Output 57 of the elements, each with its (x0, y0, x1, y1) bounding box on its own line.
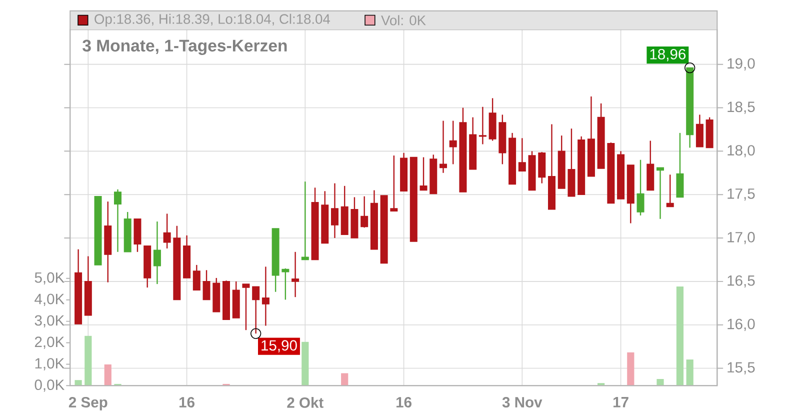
annotation: 18,96 (650, 48, 686, 62)
bar (686, 359, 694, 386)
text: Op:18.36, Hi:18.39, Lo:18.04, Cl:18.04 (94, 14, 330, 27)
bar (302, 342, 309, 386)
y2-tick-label: 2,0K (34, 336, 64, 349)
annotation: 15,90 (262, 340, 297, 352)
y-tick-label: 18,5 (728, 102, 755, 114)
y-tick-label: 17,5 (728, 188, 755, 201)
x-tick-label: 2 Okt (287, 396, 324, 408)
y-tick-label: 19,0 (728, 58, 755, 70)
candlestick (478, 106, 486, 145)
bar (676, 286, 684, 386)
candlestick (330, 182, 338, 238)
candlestick (666, 174, 674, 208)
y-tick-label: 16,5 (728, 275, 755, 288)
bar (104, 364, 112, 386)
x-tick-label: 2 Sep (68, 396, 108, 410)
candlestick (440, 120, 447, 174)
y2-tick-label: 5,0K (34, 272, 64, 284)
bar (341, 373, 348, 386)
x-tick-label: 16 (396, 396, 412, 408)
candlestick (163, 212, 171, 249)
candlestick (390, 154, 398, 212)
x-tick-label: 17 (613, 396, 628, 408)
x-tick-label: 16 (179, 396, 194, 408)
candlestick (420, 156, 428, 191)
bar (627, 352, 634, 386)
y2-tick-label: 4,0K (34, 294, 64, 306)
candlestick (636, 159, 644, 216)
candlestick (114, 188, 122, 252)
candlestick (153, 220, 161, 285)
candlestick (360, 196, 368, 228)
candlestick (656, 166, 664, 220)
y-tick-label: 18,0 (728, 144, 755, 158)
candlestick (192, 264, 200, 291)
candlestick (518, 137, 526, 172)
candlestick (242, 283, 250, 331)
candlestick (282, 268, 290, 300)
text: Vol: 0K (381, 15, 426, 26)
x-tick-label: 3 Nov (502, 396, 542, 408)
candlestick (449, 120, 457, 165)
candlestick (202, 269, 210, 300)
bar (74, 380, 82, 386)
y-tick-label: 17,0 (728, 232, 755, 244)
bar (84, 336, 92, 386)
bar (656, 378, 664, 386)
candlestick (696, 114, 704, 148)
text: 3 Monate, 1-Tages-Kerzen (82, 40, 287, 55)
candlestick (676, 132, 684, 198)
y2-tick-label: 3,0K (34, 315, 64, 328)
y-tick-label: 15,5 (728, 362, 755, 374)
y2-tick-label: 1,0K (35, 358, 64, 370)
y2-tick-label: 0,0K (34, 379, 64, 392)
candlestick (301, 180, 309, 260)
y-tick-label: 16,0 (728, 318, 755, 331)
candlestick (262, 266, 270, 326)
candlestick (292, 251, 300, 298)
